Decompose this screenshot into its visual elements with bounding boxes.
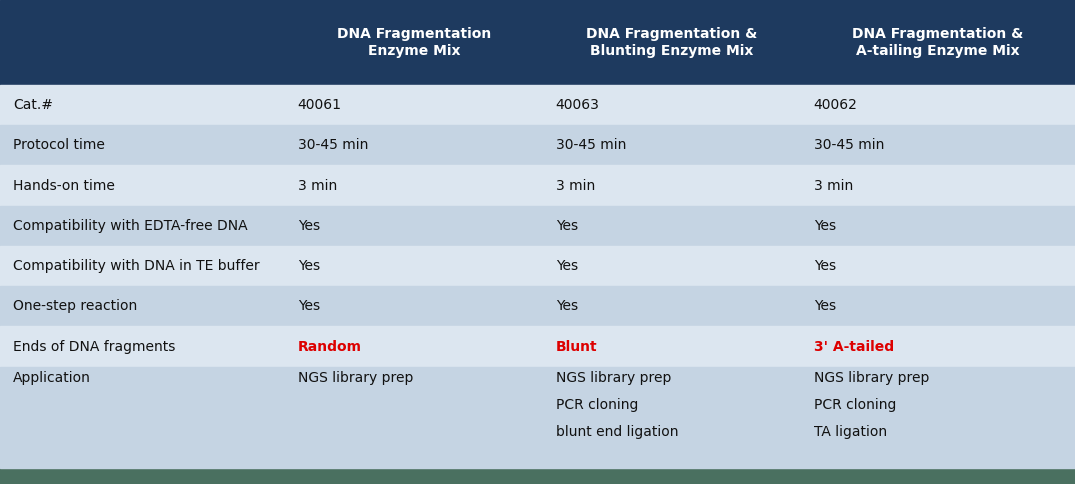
Text: NGS library prep: NGS library prep (814, 372, 929, 385)
Text: TA ligation: TA ligation (814, 425, 887, 439)
Text: Random: Random (298, 339, 362, 353)
Text: NGS library prep: NGS library prep (556, 372, 671, 385)
Text: Protocol time: Protocol time (13, 138, 104, 152)
Bar (0, 85, 1075, 125)
Text: Yes: Yes (298, 299, 320, 313)
Text: Yes: Yes (556, 299, 578, 313)
Text: Compatibility with DNA in TE buffer: Compatibility with DNA in TE buffer (13, 259, 259, 273)
Text: Application: Application (13, 372, 90, 385)
Text: Yes: Yes (298, 259, 320, 273)
Text: 40061: 40061 (298, 98, 342, 112)
Text: NGS library prep: NGS library prep (298, 372, 413, 385)
Text: 30-45 min: 30-45 min (298, 138, 368, 152)
Text: Yes: Yes (556, 259, 578, 273)
Text: Yes: Yes (556, 219, 578, 233)
Text: PCR cloning: PCR cloning (814, 398, 897, 412)
Text: Yes: Yes (814, 299, 836, 313)
Text: blunt end ligation: blunt end ligation (556, 425, 678, 439)
Text: Compatibility with EDTA-free DNA: Compatibility with EDTA-free DNA (13, 219, 247, 233)
Bar (0, 0, 1075, 85)
Text: DNA Fragmentation
Enzyme Mix: DNA Fragmentation Enzyme Mix (336, 27, 491, 59)
Text: One-step reaction: One-step reaction (13, 299, 138, 313)
Text: Yes: Yes (814, 219, 836, 233)
Text: 3' A-tailed: 3' A-tailed (814, 339, 894, 353)
Bar (0, 367, 1075, 469)
Text: 30-45 min: 30-45 min (556, 138, 626, 152)
Text: Hands-on time: Hands-on time (13, 179, 115, 193)
Bar (0, 469, 1075, 484)
Bar (0, 206, 1075, 246)
Bar (0, 286, 1075, 326)
Text: Yes: Yes (298, 219, 320, 233)
Text: 3 min: 3 min (298, 179, 338, 193)
Text: Yes: Yes (814, 259, 836, 273)
Text: Blunt: Blunt (556, 339, 598, 353)
Bar (0, 166, 1075, 206)
Text: DNA Fragmentation &
A-tailing Enzyme Mix: DNA Fragmentation & A-tailing Enzyme Mix (852, 27, 1023, 59)
Bar (0, 246, 1075, 286)
Text: Ends of DNA fragments: Ends of DNA fragments (13, 339, 175, 353)
Text: PCR cloning: PCR cloning (556, 398, 639, 412)
Text: 40063: 40063 (556, 98, 600, 112)
Text: 40062: 40062 (814, 98, 858, 112)
Text: DNA Fragmentation &
Blunting Enzyme Mix: DNA Fragmentation & Blunting Enzyme Mix (586, 27, 758, 59)
Bar (0, 125, 1075, 166)
Text: 30-45 min: 30-45 min (814, 138, 884, 152)
Bar (0, 326, 1075, 367)
Text: 3 min: 3 min (814, 179, 854, 193)
Text: Cat.#: Cat.# (13, 98, 53, 112)
Text: 3 min: 3 min (556, 179, 596, 193)
